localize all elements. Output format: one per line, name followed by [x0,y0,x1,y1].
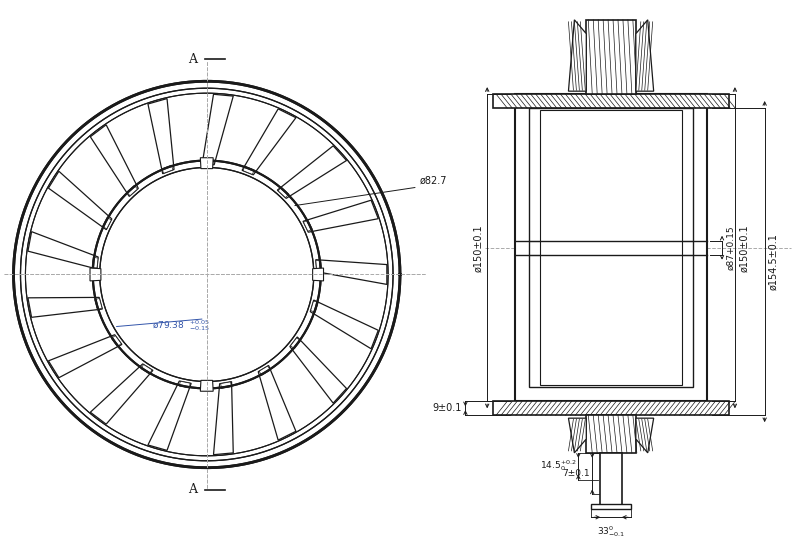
Text: A: A [189,483,197,496]
Polygon shape [310,300,378,349]
Polygon shape [316,260,322,270]
Polygon shape [202,94,233,165]
Polygon shape [161,165,173,173]
Polygon shape [213,382,233,455]
Polygon shape [90,364,153,424]
Polygon shape [94,299,102,309]
Polygon shape [316,260,387,285]
Polygon shape [304,220,312,231]
Text: 7±0.1: 7±0.1 [562,469,590,478]
Polygon shape [278,187,289,198]
Polygon shape [243,166,254,175]
Text: ø154.5±0.1: ø154.5±0.1 [769,233,778,290]
Polygon shape [277,146,347,198]
Polygon shape [201,380,213,391]
Bar [586,20,636,94]
Bar [493,94,729,108]
Polygon shape [259,366,270,376]
Text: 33$^{0}_{-0.1}$: 33$^{0}_{-0.1}$ [597,524,626,539]
Polygon shape [201,158,213,169]
Polygon shape [49,335,122,378]
Polygon shape [179,381,190,388]
Polygon shape [242,109,296,175]
Polygon shape [102,217,111,229]
Bar [493,401,729,415]
Text: ø150±0.1: ø150±0.1 [739,224,749,272]
Text: 9±0.1: 9±0.1 [432,403,462,413]
Polygon shape [568,418,586,453]
Bar [586,415,636,453]
Polygon shape [311,301,318,312]
Text: ø87+0.15: ø87+0.15 [726,225,735,270]
Polygon shape [290,337,347,403]
Polygon shape [126,185,137,196]
Text: A: A [189,53,197,66]
Polygon shape [148,381,191,450]
Polygon shape [49,171,112,230]
Polygon shape [636,418,654,453]
Polygon shape [92,257,98,268]
Polygon shape [312,268,324,281]
Bar [600,453,622,509]
Text: 31±0.05: 31±0.05 [587,128,635,138]
Polygon shape [28,231,98,269]
Text: ø150±0.1: ø150±0.1 [473,224,483,272]
Polygon shape [303,200,378,232]
Polygon shape [258,365,296,440]
Bar [515,94,707,401]
Polygon shape [28,298,102,317]
Polygon shape [148,99,174,173]
Bar [529,108,694,388]
Text: ø79.38  $^{+0.05}_{-0.15}$: ø79.38 $^{+0.05}_{-0.15}$ [153,319,210,333]
Text: ø82.7: ø82.7 [419,176,447,185]
Polygon shape [90,268,101,281]
Polygon shape [221,382,232,389]
Polygon shape [291,338,300,349]
Polygon shape [90,125,138,196]
Bar [591,505,631,509]
Bar [539,110,682,385]
Polygon shape [141,365,152,374]
Text: 14.5$^{+0.2}_{0}$: 14.5$^{+0.2}_{0}$ [540,459,576,473]
Polygon shape [636,20,654,91]
Polygon shape [203,159,213,165]
Polygon shape [111,335,121,347]
Polygon shape [568,20,586,91]
